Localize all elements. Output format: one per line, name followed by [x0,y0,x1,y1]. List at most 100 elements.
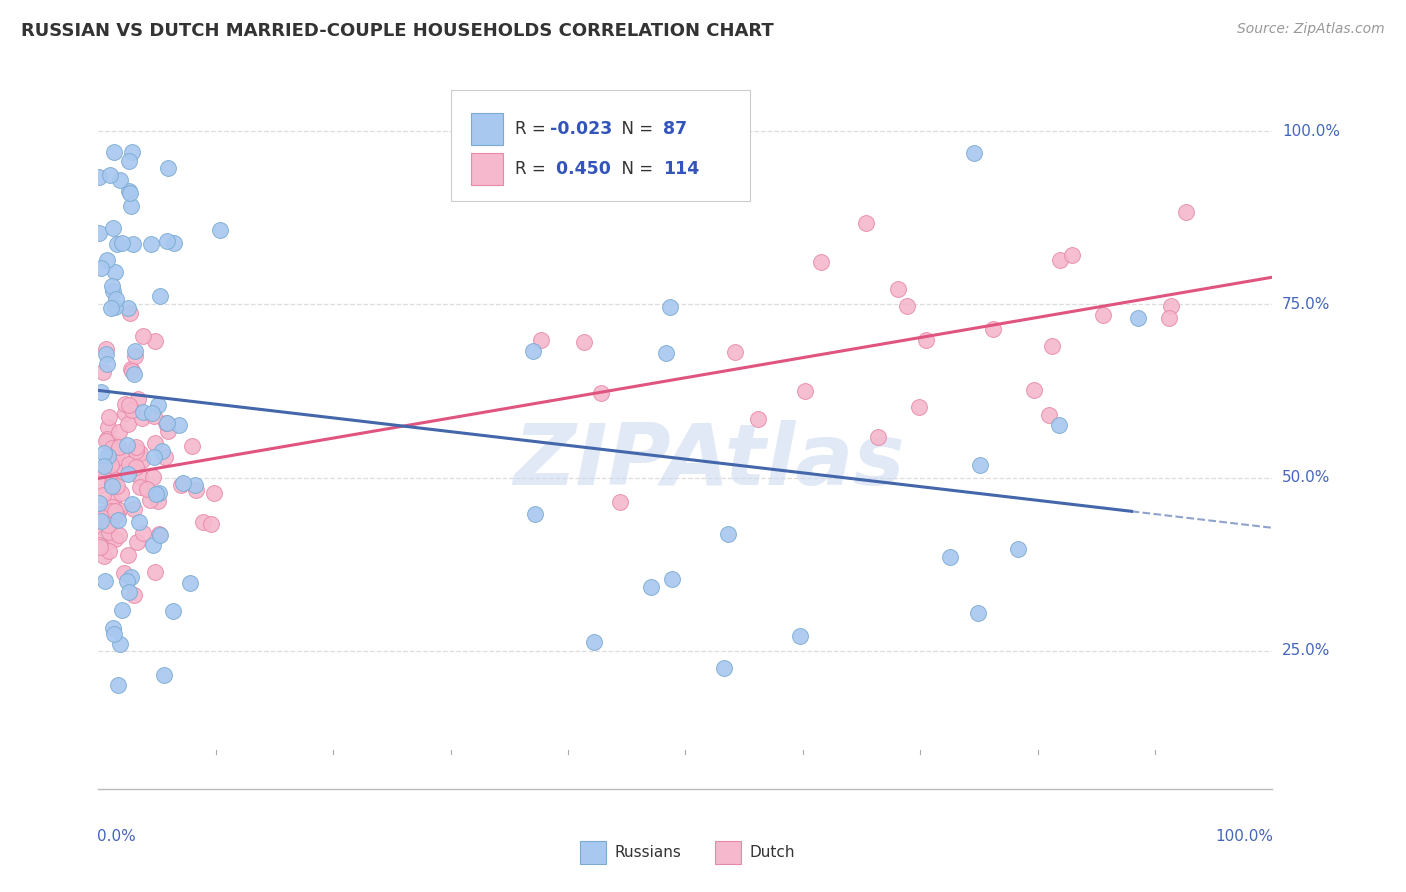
Point [121,403,143,417]
Point [139,237,162,252]
Point [142,538,165,552]
Point [127,392,149,406]
Point [104,532,127,546]
Point [162,604,184,618]
Point [90,260,112,275]
Point [143,565,166,579]
Text: R =: R = [515,160,551,178]
Point [89,508,111,522]
Point [93,549,115,563]
Point [103,621,125,635]
Text: 100.0%: 100.0% [1216,829,1274,844]
Point [97,517,120,532]
Point [98,544,121,558]
Text: 0.450: 0.450 [550,160,612,178]
Point [132,328,155,343]
Point [150,443,173,458]
Point [887,282,910,296]
Point [866,429,889,443]
Point [524,507,547,521]
Point [101,479,124,493]
Point [131,453,153,467]
Text: 25.0%: 25.0% [1282,643,1330,658]
Point [145,486,167,500]
Point [121,498,143,512]
Text: Russians: Russians [614,845,682,860]
Point [110,637,132,651]
Text: Source: ZipAtlas.com: Source: ZipAtlas.com [1237,22,1385,37]
Text: 0.0%: 0.0% [97,829,136,844]
Point [125,534,148,549]
Point [794,384,817,398]
Point [93,531,115,545]
Text: 50.0%: 50.0% [1282,470,1330,485]
Point [96,252,118,267]
Point [104,293,127,307]
Point [110,486,132,500]
Point [100,456,122,470]
Point [184,478,207,492]
Point [87,496,110,510]
Point [1174,205,1197,219]
Point [146,398,169,412]
Point [115,438,138,452]
Point [118,398,141,412]
Point [156,234,179,248]
Text: 87: 87 [664,120,688,138]
Point [104,301,127,315]
Point [90,520,112,534]
Bar [471,113,503,145]
Point [148,485,170,500]
Point [717,527,740,541]
Point [179,575,201,590]
Point [114,406,136,420]
Point [98,534,121,549]
Point [131,410,153,425]
Point [969,458,991,472]
Point [135,482,157,496]
Point [91,511,114,525]
Point [138,493,160,508]
Point [100,500,122,514]
Point [120,199,142,213]
Point [124,344,146,359]
Point [1007,542,1029,557]
Point [855,215,877,229]
Point [789,629,811,643]
Point [118,186,141,200]
Point [572,335,595,350]
Point [713,661,735,675]
Point [124,350,146,364]
Point [129,480,152,494]
Point [530,333,553,347]
Point [122,589,145,603]
Point [101,278,124,293]
Point [107,503,129,517]
Point [93,574,115,588]
Point [129,446,152,460]
Point [153,450,176,464]
Point [104,504,127,518]
Text: N =: N = [612,120,659,138]
Point [200,516,222,531]
Point [94,460,117,475]
Point [654,346,676,360]
Point [1060,248,1083,262]
Point [114,397,136,411]
Point [118,457,141,471]
Point [107,678,129,692]
Point [163,235,186,250]
Bar [714,841,741,863]
Point [98,168,121,182]
Point [103,145,125,159]
Point [132,525,155,540]
Point [938,550,960,565]
Text: -0.023: -0.023 [550,120,613,138]
Point [1159,310,1181,325]
Point [149,289,172,303]
Bar [579,841,606,863]
Point [96,434,118,449]
Point [97,410,120,425]
Point [96,450,118,464]
Point [128,516,150,530]
